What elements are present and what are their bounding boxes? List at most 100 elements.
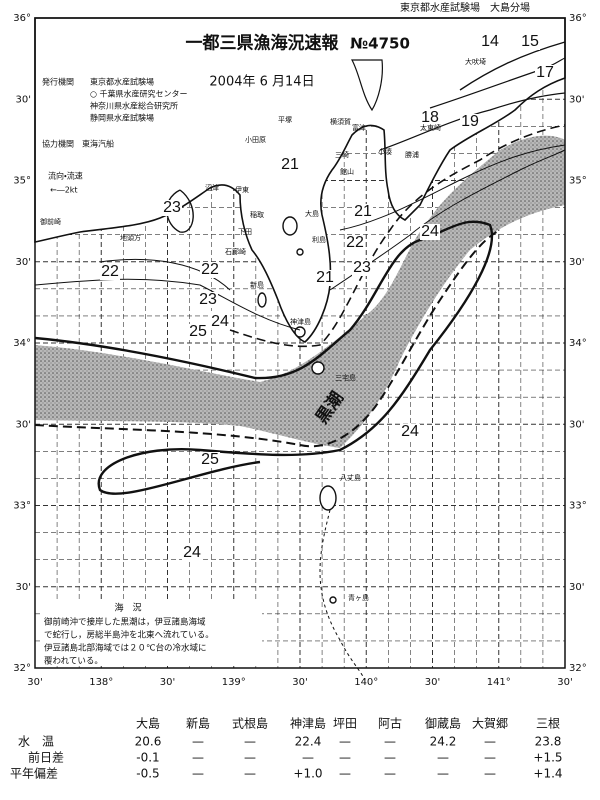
place-name: 小湊 bbox=[378, 147, 392, 156]
lon-label: 141° bbox=[487, 677, 511, 688]
isotherm-label-bg bbox=[400, 424, 420, 440]
isotherm-label: 25 bbox=[201, 451, 219, 468]
table-header: 三根 bbox=[536, 717, 560, 731]
lon-label: 30' bbox=[160, 677, 175, 688]
lat-label: 30' bbox=[16, 582, 31, 593]
current-legend-label: 流向・流速 bbox=[48, 171, 83, 181]
isotherm-label-bg bbox=[420, 224, 440, 240]
isotherm-label-bg bbox=[480, 34, 500, 50]
isotherm-label: 22 bbox=[346, 234, 364, 251]
isotherm-25 bbox=[34, 220, 494, 495]
table-cell: 22.4 bbox=[295, 735, 322, 749]
issuer: 東京都水産試験場 bbox=[90, 77, 154, 87]
table-cell: — bbox=[484, 751, 496, 765]
place-name: 館山 bbox=[340, 167, 354, 176]
place-name: 地頭方 bbox=[120, 233, 141, 242]
island bbox=[329, 596, 337, 604]
isotherm-label: 24 bbox=[421, 223, 439, 240]
kuroshio-edge bbox=[34, 229, 501, 448]
isotherm-22 bbox=[99, 144, 566, 291]
place-name: 三崎 bbox=[335, 150, 349, 159]
lon-label: 138° bbox=[89, 677, 113, 688]
isotherm-label-bg bbox=[100, 264, 120, 280]
lon-label: 30' bbox=[27, 677, 42, 688]
date: 2004年 6 月14日 bbox=[209, 75, 314, 90]
place-name: 下田 bbox=[238, 228, 252, 236]
land bbox=[34, 17, 566, 343]
table-cell: — bbox=[384, 735, 396, 749]
isotherm-label: 14 bbox=[481, 33, 499, 50]
table-header: 御蔵島 bbox=[425, 716, 461, 731]
isotherm-label-bg bbox=[162, 200, 182, 216]
table-header: 大賀郷 bbox=[472, 717, 508, 731]
isotherm-label-bg bbox=[520, 34, 540, 50]
issuer: 神奈川県水産総合研究所 bbox=[90, 101, 178, 111]
place-name: 稲取 bbox=[250, 210, 264, 219]
isotherm-label-bg bbox=[210, 314, 230, 330]
lon-label: 139° bbox=[222, 677, 246, 688]
kuroshio-area bbox=[35, 135, 565, 448]
isotherm-label: 25 bbox=[189, 323, 207, 340]
isotherm-label-bg bbox=[280, 157, 300, 173]
table-cell: — bbox=[384, 767, 396, 781]
title: 一都三県漁海況速報 bbox=[186, 33, 340, 54]
tokyo-bay bbox=[351, 59, 383, 112]
place-name: 沼津 bbox=[205, 183, 219, 192]
lat-label: 35° bbox=[13, 176, 31, 187]
isotherm-label: 24 bbox=[211, 313, 229, 330]
lat-label: 32° bbox=[569, 663, 587, 674]
lat-label: 30' bbox=[569, 582, 584, 593]
isotherm-label-bg bbox=[352, 260, 372, 276]
isotherm-lines bbox=[34, 41, 566, 681]
place-name: 利島 bbox=[312, 235, 326, 244]
note-box bbox=[40, 600, 262, 666]
table-cell: — bbox=[244, 767, 256, 781]
table-header: 新島 bbox=[186, 716, 210, 731]
place-name: 伊東 bbox=[235, 185, 249, 194]
lat-label: 36° bbox=[569, 13, 587, 24]
note-line: 御前崎沖で接岸した黒潮は，伊豆諸島海域 bbox=[44, 617, 206, 628]
isotherm-label-bg bbox=[188, 324, 208, 340]
map-frame bbox=[34, 17, 566, 669]
lat-label: 30' bbox=[569, 257, 584, 268]
isotherm-23 bbox=[34, 149, 566, 331]
table-cell: — bbox=[192, 735, 204, 749]
row-label: 水 温 bbox=[18, 735, 54, 749]
isotherm-label-bg bbox=[353, 204, 373, 220]
row-label: 前日差 bbox=[28, 750, 64, 765]
note-title: 海 況 bbox=[114, 602, 141, 614]
table-cell: — bbox=[339, 735, 351, 749]
lat-label: 30' bbox=[16, 419, 31, 430]
island bbox=[294, 326, 306, 338]
table-cell: — bbox=[437, 767, 449, 781]
table-cell: — bbox=[484, 767, 496, 781]
place-name: 石廊崎 bbox=[225, 247, 246, 256]
isotherm-label: 24 bbox=[401, 423, 419, 440]
place-name: 太東崎 bbox=[420, 123, 441, 132]
isotherm-label-bg bbox=[198, 292, 218, 308]
isotherm-label: 15 bbox=[521, 33, 539, 50]
place-name: 勝浦 bbox=[405, 150, 419, 159]
lat-label: 35° bbox=[569, 176, 587, 187]
table-header: 坪田 bbox=[333, 717, 357, 731]
isotherm-label-bg bbox=[420, 110, 440, 126]
table-cell: +1.0 bbox=[293, 767, 322, 781]
place-name: 新島 bbox=[250, 280, 264, 289]
place-name: 大吠埼 bbox=[465, 57, 486, 66]
issuer-label: 発行機関 bbox=[42, 77, 74, 87]
issuer: ○ 千葉県水産研究センター bbox=[90, 89, 188, 99]
table-cell: +1.4 bbox=[533, 767, 562, 781]
isotherm-label-bg bbox=[345, 235, 365, 251]
place-name: 小田原 bbox=[245, 135, 266, 144]
lat-label: 30' bbox=[569, 94, 584, 105]
place-name: 青ヶ島 bbox=[348, 593, 369, 602]
isotherm-label: 24 bbox=[183, 544, 201, 561]
lat-label: 30' bbox=[16, 94, 31, 105]
note-line: 覆われている。 bbox=[44, 657, 103, 667]
isotherm-label-bg bbox=[460, 114, 480, 130]
table-cell: 24.2 bbox=[430, 735, 457, 749]
table-header: 大島 bbox=[136, 716, 160, 731]
isotherm-label: 18 bbox=[421, 109, 439, 126]
island bbox=[311, 361, 325, 375]
